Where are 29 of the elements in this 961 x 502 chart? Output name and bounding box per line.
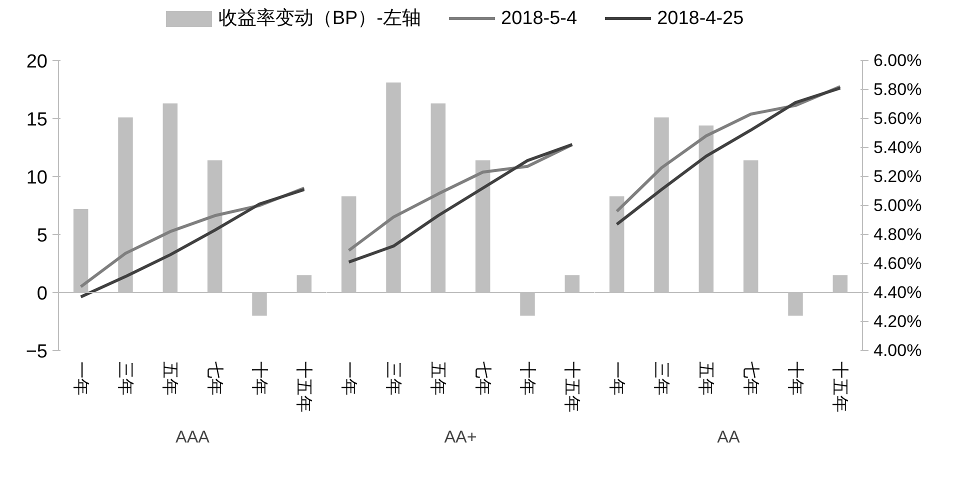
x-tick-label: 十五年 [830,362,850,412]
y2-tick-label: 5.60% [874,109,922,128]
y2-tick-label: 4.60% [874,254,922,273]
y-tick-label: 20 [26,52,48,72]
y2-tick-label: 5.80% [874,80,922,99]
legend-label: 2018-4-25 [657,7,744,31]
y-tick-label: −5 [26,342,48,362]
y-tick-label: 5 [36,226,48,246]
y2-tick-label: 5.20% [874,167,922,186]
x-tick-label: 七年 [741,362,760,396]
y2-tick-label: 5.40% [874,138,922,157]
y2-tick-label: 4.20% [874,312,922,331]
x-axis-title: AA+ [444,428,477,446]
y2-tick-label: 5.00% [874,196,922,215]
y2-tick-label: 4.40% [874,283,922,302]
y2-tick-label: 4.00% [874,341,922,360]
y-tick-label: 15 [26,110,48,130]
y2-tick-label: 4.80% [874,225,922,244]
legend-label: 2018-5-4 [501,7,578,31]
x-axis-title: AA [717,428,740,446]
x-tick-label: 三年 [652,362,671,396]
y-tick-label: 0 [36,284,48,304]
x-tick-label: 一年 [607,362,626,396]
x-axis-title: AAA [175,428,210,446]
x-tick-label: 五年 [696,362,716,396]
x-tick-label: 十年 [786,362,805,396]
legend-label: 收益率变动（BP）-左轴 [218,7,421,31]
y-tick-label: 10 [26,168,48,188]
y2-tick-label: 6.00% [874,51,922,70]
